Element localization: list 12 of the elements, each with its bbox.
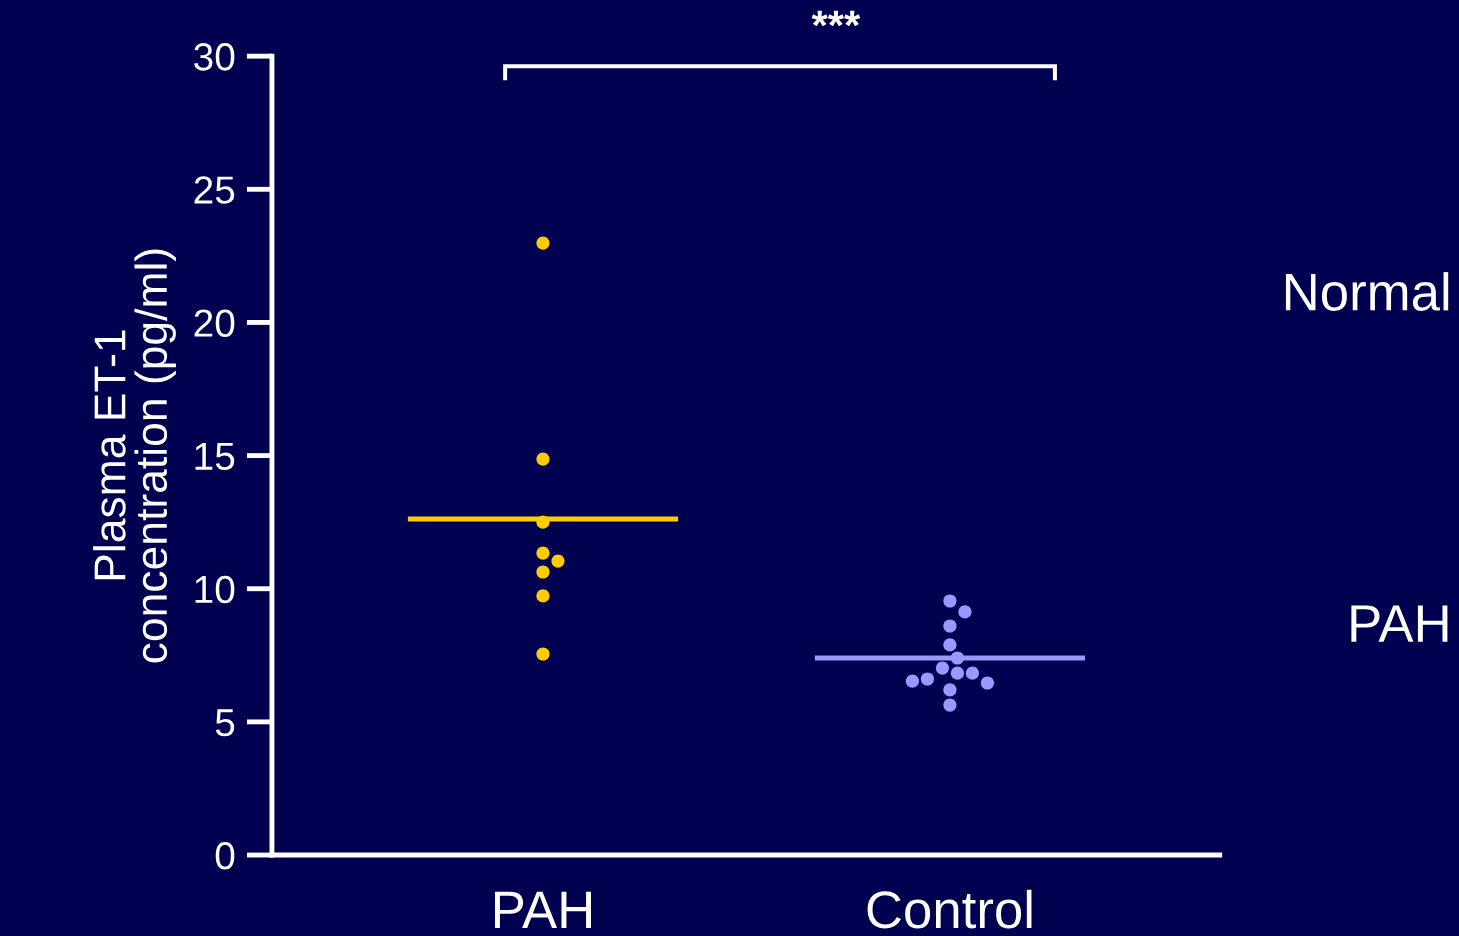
y-tick-label: 5 (215, 709, 235, 737)
y-tick-label: 30 (194, 43, 235, 71)
y-tick-label: 25 (194, 176, 235, 204)
y-tick-label: 15 (195, 442, 235, 471)
text: *** (811, 10, 861, 27)
text: PAH (1351, 605, 1448, 642)
y-axis-title: Plasma ET-1 concentration (pg/ml) (93, 249, 176, 663)
y-tick-label: 0 (215, 841, 235, 870)
y-tick-label: 20 (194, 309, 235, 337)
y-tick-label: 10 (195, 575, 235, 604)
text: Normal (1285, 272, 1449, 311)
x-tick-label: Control (867, 889, 1032, 929)
